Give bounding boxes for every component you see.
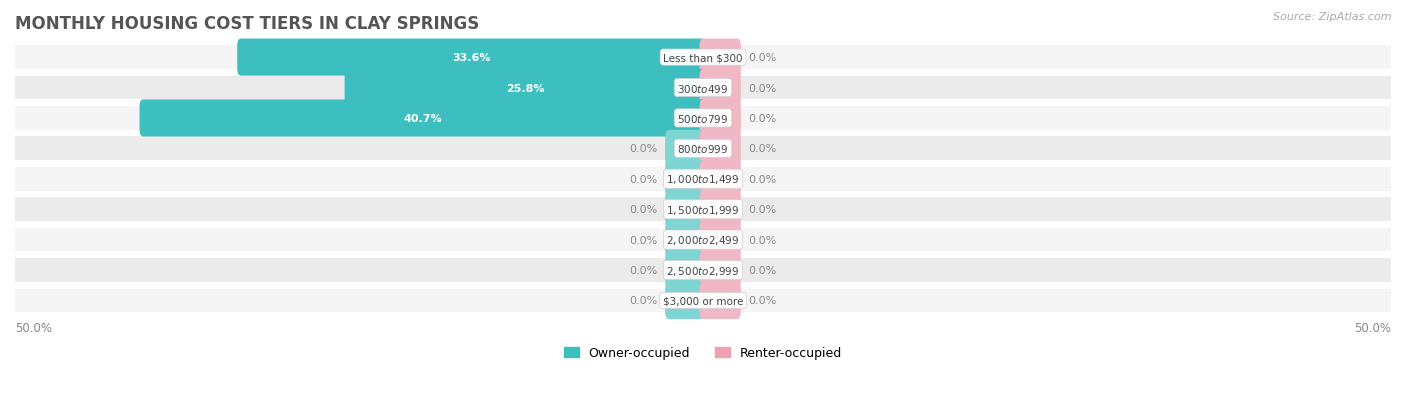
Text: 0.0%: 0.0% [748, 174, 776, 184]
Text: $800 to $999: $800 to $999 [678, 143, 728, 155]
Text: 0.0%: 0.0% [630, 266, 658, 275]
Bar [15, 107, 1391, 131]
Bar [15, 137, 1391, 161]
FancyBboxPatch shape [665, 131, 706, 168]
FancyBboxPatch shape [139, 100, 706, 137]
Bar [15, 289, 1391, 313]
Bar [15, 46, 1391, 70]
Text: 0.0%: 0.0% [630, 144, 658, 154]
Text: 40.7%: 40.7% [404, 114, 443, 123]
FancyBboxPatch shape [700, 191, 741, 228]
Text: $300 to $499: $300 to $499 [678, 82, 728, 94]
Text: 50.0%: 50.0% [1354, 321, 1391, 334]
Text: Less than $300: Less than $300 [664, 53, 742, 63]
Text: $500 to $799: $500 to $799 [678, 113, 728, 125]
Text: 0.0%: 0.0% [748, 114, 776, 123]
FancyBboxPatch shape [238, 40, 706, 76]
FancyBboxPatch shape [665, 221, 706, 259]
Text: Source: ZipAtlas.com: Source: ZipAtlas.com [1274, 12, 1392, 22]
FancyBboxPatch shape [700, 100, 741, 137]
FancyBboxPatch shape [665, 191, 706, 228]
Text: 0.0%: 0.0% [748, 235, 776, 245]
Legend: Owner-occupied, Renter-occupied: Owner-occupied, Renter-occupied [558, 341, 848, 364]
Text: $2,000 to $2,499: $2,000 to $2,499 [666, 233, 740, 247]
Text: 0.0%: 0.0% [748, 205, 776, 215]
Text: MONTHLY HOUSING COST TIERS IN CLAY SPRINGS: MONTHLY HOUSING COST TIERS IN CLAY SPRIN… [15, 15, 479, 33]
Text: 0.0%: 0.0% [630, 235, 658, 245]
Text: $3,000 or more: $3,000 or more [662, 296, 744, 306]
FancyBboxPatch shape [700, 221, 741, 259]
FancyBboxPatch shape [665, 252, 706, 289]
Bar [15, 168, 1391, 191]
Bar [15, 198, 1391, 221]
Bar [15, 259, 1391, 282]
Text: 0.0%: 0.0% [748, 144, 776, 154]
FancyBboxPatch shape [700, 282, 741, 319]
FancyBboxPatch shape [700, 161, 741, 198]
Bar [15, 228, 1391, 252]
Text: 0.0%: 0.0% [748, 266, 776, 275]
Bar [15, 76, 1391, 100]
Text: $2,500 to $2,999: $2,500 to $2,999 [666, 264, 740, 277]
Text: 0.0%: 0.0% [630, 296, 658, 306]
Text: 0.0%: 0.0% [748, 296, 776, 306]
Text: 50.0%: 50.0% [15, 321, 52, 334]
FancyBboxPatch shape [665, 282, 706, 319]
Text: 0.0%: 0.0% [630, 205, 658, 215]
Text: 0.0%: 0.0% [630, 174, 658, 184]
FancyBboxPatch shape [665, 161, 706, 198]
FancyBboxPatch shape [700, 252, 741, 289]
FancyBboxPatch shape [700, 131, 741, 168]
FancyBboxPatch shape [700, 40, 741, 76]
FancyBboxPatch shape [700, 70, 741, 107]
Text: $1,500 to $1,999: $1,500 to $1,999 [666, 203, 740, 216]
Text: 33.6%: 33.6% [453, 53, 491, 63]
FancyBboxPatch shape [344, 70, 706, 107]
Text: 25.8%: 25.8% [506, 83, 544, 93]
Text: 0.0%: 0.0% [748, 53, 776, 63]
Text: 0.0%: 0.0% [748, 83, 776, 93]
Text: $1,000 to $1,499: $1,000 to $1,499 [666, 173, 740, 186]
